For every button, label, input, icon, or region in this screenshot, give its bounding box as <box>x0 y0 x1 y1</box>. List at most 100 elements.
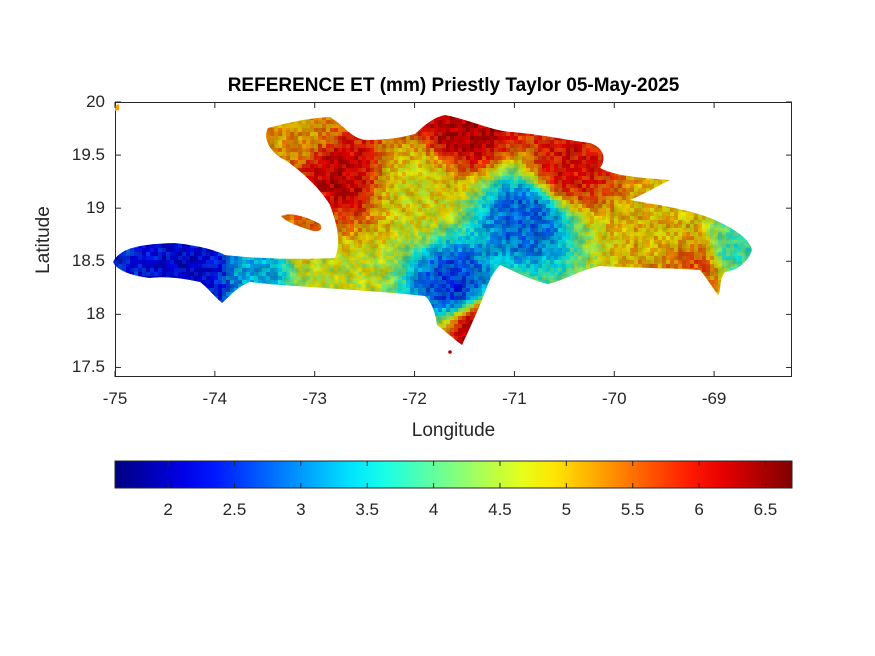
et-cell <box>274 180 279 185</box>
et-cell <box>498 115 503 117</box>
et-cell <box>294 192 299 197</box>
et-cell <box>654 148 659 153</box>
et-cell <box>270 180 275 185</box>
et-cell <box>290 208 295 213</box>
et-cell <box>706 204 711 209</box>
et-cell <box>690 188 695 193</box>
et-cell <box>150 156 155 161</box>
et-cell <box>358 115 363 117</box>
et-cell <box>250 192 255 197</box>
et-cell <box>758 188 763 193</box>
et-cell <box>274 228 279 233</box>
et-cell <box>718 208 723 213</box>
et-cell <box>682 196 687 201</box>
et-cell <box>114 124 119 129</box>
et-cell <box>278 220 283 225</box>
et-cell <box>178 216 183 221</box>
et-cell <box>686 152 691 157</box>
et-cell <box>706 120 711 125</box>
et-cell <box>402 124 407 129</box>
et-cell <box>530 128 535 133</box>
et-cell <box>742 115 747 117</box>
et-cell <box>538 116 543 121</box>
et-cell <box>274 116 279 121</box>
et-cell <box>602 128 607 133</box>
et-cell <box>722 208 727 213</box>
et-cell <box>490 116 495 121</box>
et-cell <box>126 144 131 149</box>
et-cell <box>346 120 351 125</box>
et-cell <box>710 196 715 201</box>
et-cell <box>258 144 263 149</box>
et-cell <box>186 172 191 177</box>
et-cell <box>218 124 223 129</box>
et-cell <box>594 115 599 117</box>
et-cell <box>142 136 147 141</box>
et-cell <box>694 204 699 209</box>
et-cell <box>146 200 151 205</box>
et-cell <box>234 180 239 185</box>
et-cell <box>730 152 735 157</box>
et-cell <box>254 220 259 225</box>
et-cell <box>142 232 147 237</box>
et-cell <box>118 144 123 149</box>
et-cell <box>662 132 667 137</box>
et-cell <box>666 144 671 149</box>
et-cell <box>426 116 431 121</box>
et-cell <box>266 224 271 229</box>
et-cell <box>658 124 663 129</box>
et-cell <box>602 136 607 141</box>
et-cell <box>350 128 355 133</box>
et-cell <box>682 184 687 189</box>
et-cell <box>182 216 187 221</box>
et-cell <box>158 172 163 177</box>
et-cell <box>318 216 323 221</box>
et-cell <box>418 115 423 117</box>
et-cell <box>746 212 751 217</box>
et-cell <box>238 216 243 221</box>
et-cell <box>210 208 215 213</box>
et-cell <box>198 140 203 145</box>
et-cell <box>274 115 279 117</box>
et-cell <box>670 164 675 169</box>
et-cell <box>742 208 747 213</box>
et-cell <box>198 228 203 233</box>
et-cell <box>113 144 115 149</box>
et-cell <box>354 120 359 125</box>
et-cell <box>206 136 211 141</box>
et-cell <box>146 132 151 137</box>
et-cell <box>250 184 255 189</box>
et-cell <box>698 180 703 185</box>
et-cell <box>162 132 167 137</box>
et-cell <box>714 160 719 165</box>
et-cell <box>302 176 307 181</box>
et-cell <box>242 196 247 201</box>
et-cell <box>658 148 663 153</box>
et-cell <box>122 208 127 213</box>
et-cell <box>698 192 703 197</box>
et-cell <box>118 152 123 157</box>
et-cell <box>730 200 735 205</box>
et-cell <box>230 200 235 205</box>
et-cell <box>206 115 211 117</box>
et-cell <box>654 152 659 157</box>
et-cell <box>674 204 679 209</box>
et-cell <box>218 176 223 181</box>
et-cell <box>750 132 752 137</box>
et-cell <box>266 168 271 173</box>
et-cell <box>178 156 183 161</box>
et-cell <box>262 180 267 185</box>
et-cell <box>630 148 635 153</box>
et-cell <box>282 232 287 237</box>
et-cell <box>126 124 131 129</box>
et-cell <box>698 120 703 125</box>
et-cell <box>262 128 267 133</box>
et-cell <box>206 204 211 209</box>
et-cell <box>706 192 711 197</box>
et-cell <box>406 116 411 121</box>
et-cell <box>222 136 227 141</box>
et-cell <box>166 124 171 129</box>
et-cell <box>310 115 315 117</box>
et-cell <box>494 120 499 125</box>
et-cell <box>238 140 243 145</box>
